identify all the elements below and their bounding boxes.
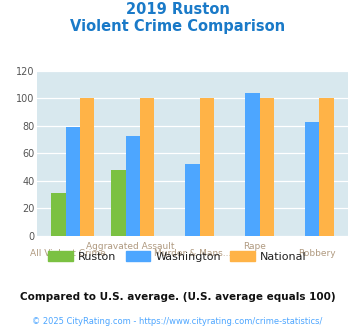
Legend: Ruston, Washington, National: Ruston, Washington, National [44,247,311,267]
Bar [260,98,274,236]
Bar [111,170,126,236]
Bar [51,193,66,236]
Text: Violent Crime Comparison: Violent Crime Comparison [70,19,285,34]
Bar [305,122,320,236]
Text: Robbery: Robbery [298,249,335,258]
Bar [245,93,260,236]
Bar [126,136,140,236]
Bar [200,98,214,236]
Text: Aggravated Assault: Aggravated Assault [86,242,175,250]
Text: 2019 Ruston: 2019 Ruston [126,2,229,16]
Bar [66,127,80,236]
Text: Murder & Mans...: Murder & Mans... [154,249,231,258]
Text: Compared to U.S. average. (U.S. average equals 100): Compared to U.S. average. (U.S. average … [20,292,335,302]
Bar [140,98,154,236]
Text: Rape: Rape [243,242,266,250]
Bar [320,98,334,236]
Text: All Violent Crime: All Violent Crime [31,249,106,258]
Text: © 2025 CityRating.com - https://www.cityrating.com/crime-statistics/: © 2025 CityRating.com - https://www.city… [32,317,323,326]
Bar [80,98,94,236]
Bar [185,164,200,236]
